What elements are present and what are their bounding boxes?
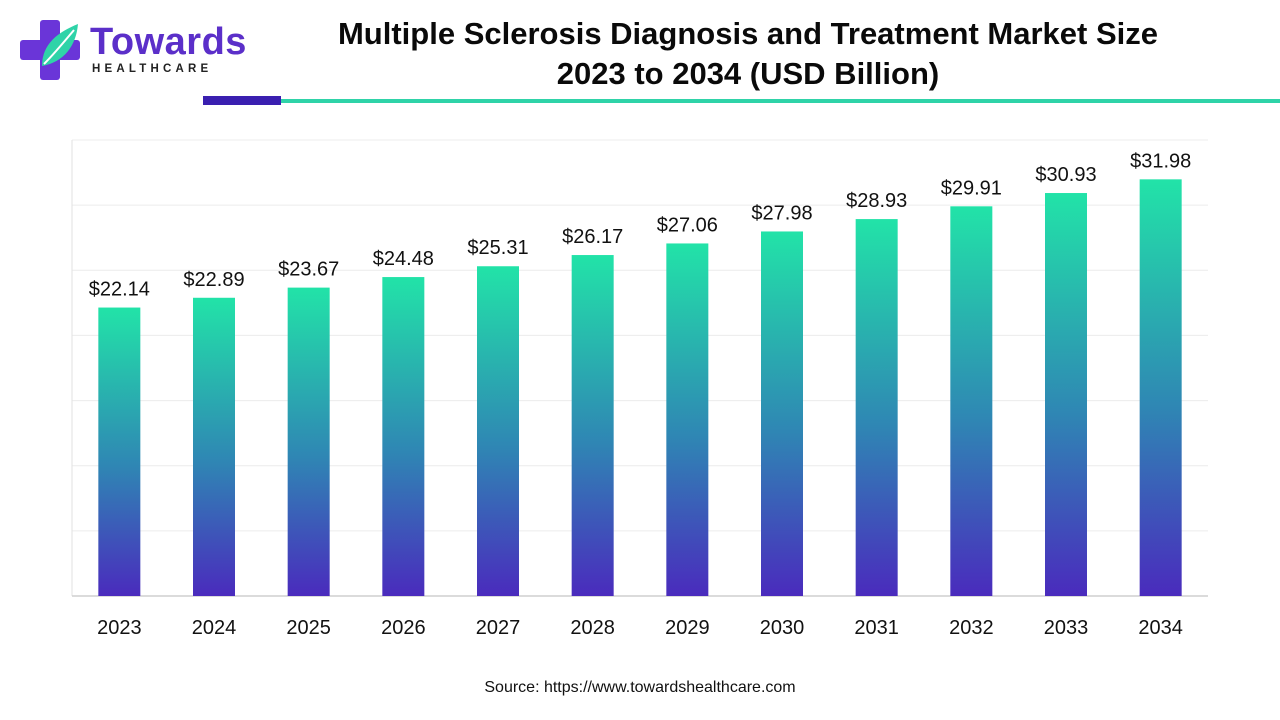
data-label-2027: $25.31 xyxy=(467,237,528,259)
x-tick-label-2029: 2029 xyxy=(665,617,710,639)
data-label-2023: $22.14 xyxy=(89,279,150,301)
data-label-2025: $23.67 xyxy=(278,259,339,281)
header-accent-bar xyxy=(203,96,281,105)
bar-2029 xyxy=(666,243,709,597)
x-tick-label-2024: 2024 xyxy=(192,617,237,639)
bar-2024 xyxy=(193,297,235,596)
bar-2023 xyxy=(98,307,141,596)
x-tick-label-2027: 2027 xyxy=(476,617,521,639)
x-tick-label-2032: 2032 xyxy=(949,617,994,639)
source-note: Source: https://www.towardshealthcare.co… xyxy=(484,679,796,696)
medical-cross-leaf-icon xyxy=(20,20,80,80)
header-divider-line xyxy=(281,99,1280,103)
x-tick-label-2033: 2033 xyxy=(1044,617,1089,639)
bar-2030 xyxy=(761,231,803,596)
bar-2028 xyxy=(571,255,614,596)
x-tick-label-2030: 2030 xyxy=(760,617,805,639)
bar-2025 xyxy=(287,287,330,596)
x-tick-label-2031: 2031 xyxy=(854,617,899,639)
bar-2034 xyxy=(1139,179,1182,596)
data-label-2024: $22.89 xyxy=(183,269,244,291)
data-label-2033: $30.93 xyxy=(1035,164,1096,186)
bar-2027 xyxy=(477,266,519,596)
chart-title-line2: 2023 to 2034 (USD Billion) xyxy=(556,56,940,91)
data-label-2026: $24.48 xyxy=(373,248,434,270)
data-label-2029: $27.06 xyxy=(657,214,718,236)
x-tick-label-2025: 2025 xyxy=(286,617,331,639)
chart-title-line1: Multiple Sclerosis Diagnosis and Treatme… xyxy=(337,16,1159,51)
chart-title: Multiple Sclerosis Diagnosis and Treatme… xyxy=(278,14,1218,94)
brand-name: Towards xyxy=(90,21,247,63)
data-label-2032: $29.91 xyxy=(941,177,1002,199)
data-label-2031: $28.93 xyxy=(846,190,907,212)
bar-2033 xyxy=(1045,193,1087,596)
data-label-2030: $27.98 xyxy=(751,202,812,224)
data-label-2028: $26.17 xyxy=(562,226,623,248)
bar-2031 xyxy=(855,219,898,596)
x-tick-label-2026: 2026 xyxy=(381,617,426,639)
brand-subtitle: HEALTHCARE xyxy=(92,63,213,75)
brand-logo: Towards HEALTHCARE xyxy=(20,18,246,80)
x-tick-label-2023: 2023 xyxy=(97,617,142,639)
bar-2026 xyxy=(382,277,425,596)
data-label-2034: $31.98 xyxy=(1130,150,1191,172)
x-tick-label-2034: 2034 xyxy=(1138,617,1183,639)
x-tick-label-2028: 2028 xyxy=(570,617,615,639)
bar-2032 xyxy=(950,206,993,596)
